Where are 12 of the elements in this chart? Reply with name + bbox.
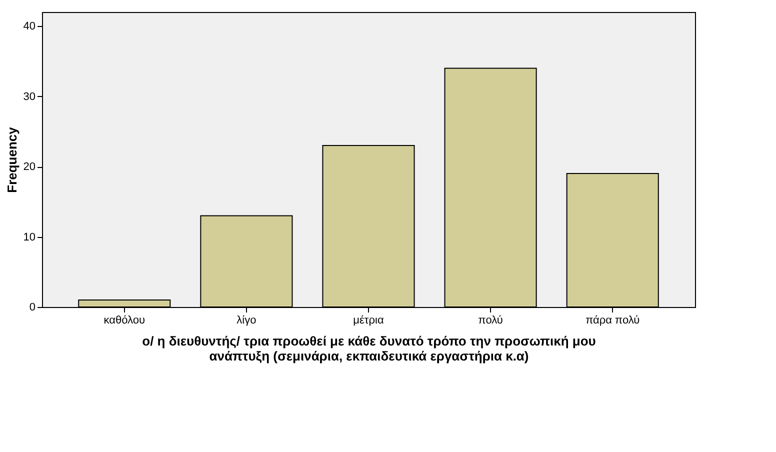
x-tick-label: καθόλου <box>104 314 145 326</box>
x-tick-label: πάρα πολύ <box>586 314 640 326</box>
y-tick-label: 40 <box>23 20 36 33</box>
y-axis-title: Frequency <box>4 126 20 193</box>
x-tick-label: μέτρια <box>353 314 384 326</box>
y-tick-label: 20 <box>23 161 36 174</box>
y-tick-label: 0 <box>29 302 36 314</box>
x-tick-label: λίγο <box>236 314 256 326</box>
y-tick-label: 30 <box>23 90 36 103</box>
x-tick-label: πολύ <box>478 314 503 326</box>
y-tick-label: 10 <box>23 231 36 244</box>
x-axis-title: ο/ η διευθυντής/ τρια προωθεί με κάθε δυνατό τρόπο την προσωπική μου ανάπτυξη (σεμινάρια, εκπαιδευτικά εργαστήρια κ.α) <box>142 334 596 364</box>
